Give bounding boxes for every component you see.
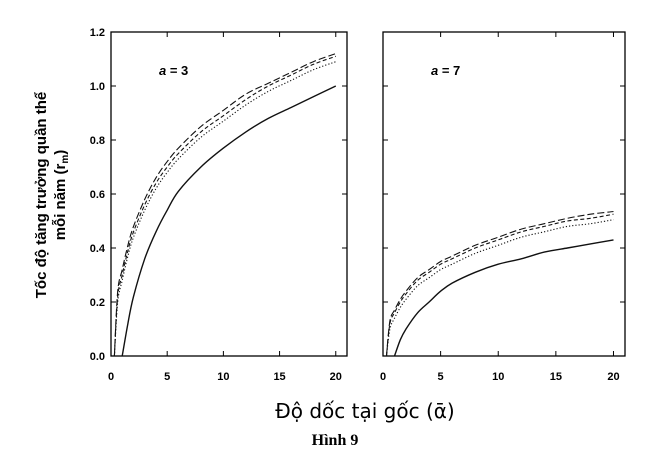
x-tick-label: 0 <box>108 371 114 383</box>
figure-caption: Hình 9 <box>312 432 359 449</box>
y-tick-label: 1.0 <box>90 81 105 93</box>
plot-frame <box>382 31 626 357</box>
panel-label: a = 3 <box>159 63 188 78</box>
y-tick-label: 0.0 <box>90 351 105 363</box>
y-axis-label-line2: mỗi năm (rm) <box>52 150 71 241</box>
y-tick-label: 0.4 <box>90 243 106 255</box>
y-axis-label-line1: Tốc độ tăng trưởng quần thể <box>33 92 50 299</box>
series-line-solid <box>121 85 337 357</box>
y-tick-label: 0.2 <box>90 297 105 309</box>
x-tick-label: 10 <box>217 371 229 383</box>
series-line-solid <box>393 239 614 357</box>
x-tick-label: 15 <box>273 371 285 383</box>
panel-right: 0 5 10 15 20 a = 7 <box>380 31 626 383</box>
x-tick-label: 5 <box>438 371 444 383</box>
series-line-longdash <box>385 210 614 357</box>
y-axis-label: Tốc độ tăng trưởng quần thể mỗi năm (rm) <box>33 92 71 299</box>
plot-frame <box>110 31 348 357</box>
y-tick-label: 0.8 <box>90 135 105 147</box>
x-tick-label: 15 <box>550 371 562 383</box>
x-tick-label: 10 <box>492 371 504 383</box>
series-line-dotted <box>385 219 614 357</box>
series-line-longdash <box>113 53 336 357</box>
x-tick-label: 5 <box>164 371 170 383</box>
x-axis-label: Độ dốc tại gốc (ᾱ) <box>275 399 454 423</box>
panel-label: a = 7 <box>431 63 460 78</box>
series-line-dotted <box>113 61 336 357</box>
x-tick-label: 0 <box>380 371 386 383</box>
y-tick-label: 1.2 <box>90 27 105 39</box>
panel-left: 0.0 0.2 0.4 0.6 0.8 1.0 1.2 0 5 10 15 20 a = 3 <box>90 27 348 383</box>
series-line-dashed <box>113 55 336 357</box>
y-tick-label: 0.6 <box>90 189 105 201</box>
series-line-dashed <box>385 213 614 357</box>
x-tick-label: 20 <box>330 371 342 383</box>
x-tick-label: 20 <box>607 371 619 383</box>
